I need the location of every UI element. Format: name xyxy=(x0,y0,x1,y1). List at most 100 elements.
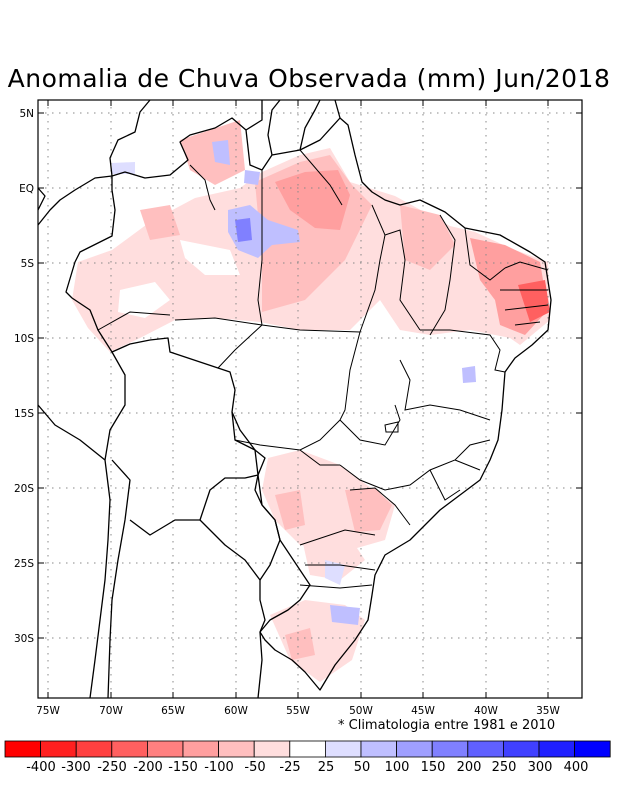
venezuela-colombia-border xyxy=(109,99,151,177)
uruguay-argentina-border xyxy=(257,631,263,699)
rainfall-anomaly-map: 5N EQ 5S 10S 15S 20S 25S 30S 75W 70W 65W… xyxy=(14,99,583,717)
lat-tick-label: 30S xyxy=(14,633,34,645)
legend-color-box xyxy=(538,740,575,758)
legend-label: -400 xyxy=(26,760,56,775)
amazonas-para-border xyxy=(257,170,263,326)
legend-label: -50 xyxy=(244,760,265,775)
legend-label: -300 xyxy=(61,760,91,775)
ecuador-coast xyxy=(37,187,46,211)
longitude-labels: 75W 70W 65W 60W 55W 50W 45W 40W 35W xyxy=(36,705,560,717)
legend-label: 200 xyxy=(457,760,482,775)
legend-color-box xyxy=(431,740,469,758)
rio-grande-strong xyxy=(285,628,315,660)
lat-tick-label: 5S xyxy=(21,258,35,270)
climatology-footnote: * Climatologia entre 1981 e 2010 xyxy=(338,718,556,733)
acre-border xyxy=(97,311,171,331)
para-east-border xyxy=(359,204,386,333)
lon-tick-label: 65W xyxy=(161,705,185,717)
guyana-borders xyxy=(245,99,321,156)
chile-coast xyxy=(89,459,111,699)
rio-grande-positive xyxy=(330,605,360,625)
rj-es-border xyxy=(429,459,481,501)
lat-tick-label: 15S xyxy=(14,408,34,420)
legend-label: 400 xyxy=(564,760,589,775)
peru-coast xyxy=(37,404,106,461)
bahia-border xyxy=(399,329,506,421)
roraima-positive xyxy=(212,140,230,165)
legend-color-box xyxy=(4,740,41,758)
legend-color-box xyxy=(324,740,362,758)
lon-tick-label: 50W xyxy=(349,705,373,717)
country-boundaries xyxy=(37,99,552,699)
peru-bolivia-border xyxy=(104,351,126,461)
legend-color-box xyxy=(182,740,219,758)
latitude-labels: 5N EQ 5S 10S 15S 20S 25S 30S xyxy=(14,108,34,645)
legend-color-box xyxy=(111,740,148,758)
paraguay-border xyxy=(257,474,281,581)
brazil-outline xyxy=(65,117,552,691)
legend-label: 50 xyxy=(354,760,371,775)
lat-lon-grid xyxy=(38,100,582,698)
legend-label: 100 xyxy=(385,760,410,775)
andes-border xyxy=(107,459,131,699)
map-title: Anomalia de Chuva Observada (mm) Jun/201… xyxy=(7,64,611,93)
legend-color-box xyxy=(218,740,255,758)
colombia-peru-border xyxy=(37,175,113,226)
south-anomaly xyxy=(300,530,365,580)
legend-labels: -400 -300 -250 -200 -150 -100 -50 -25 25… xyxy=(26,760,588,775)
central-white-area xyxy=(180,240,240,275)
lat-tick-label: 25S xyxy=(14,558,34,570)
lat-tick-label: 5N xyxy=(19,108,34,120)
legend-color-box xyxy=(360,740,397,758)
amazon-roraima-anomaly xyxy=(180,120,245,185)
amapa-positive xyxy=(244,170,260,185)
legend-color-box xyxy=(146,740,184,758)
amazon-west-anomaly xyxy=(140,205,180,240)
lon-tick-label: 45W xyxy=(411,705,435,717)
sao-paulo-anomaly xyxy=(345,488,392,532)
color-legend: -400 -300 -250 -200 -150 -100 -50 -25 25… xyxy=(4,740,611,775)
legend-color-box xyxy=(467,740,504,758)
lon-tick-label: 70W xyxy=(99,705,123,717)
roraima-border xyxy=(189,164,216,211)
legend-color-box xyxy=(396,740,433,758)
argentina-border xyxy=(199,519,266,633)
state-boundaries xyxy=(97,149,549,589)
map-frame xyxy=(37,99,583,699)
goias-df xyxy=(384,421,399,433)
amazon-positive-core xyxy=(235,218,252,242)
west-white-area xyxy=(118,282,170,318)
legend-label: 25 xyxy=(318,760,335,775)
para-anomaly-strong xyxy=(275,170,350,230)
tocantins-goias-border xyxy=(339,331,401,446)
legend-color-box xyxy=(40,740,77,758)
legend-label: -150 xyxy=(168,760,198,775)
legend-label: -200 xyxy=(133,760,163,775)
sp-border xyxy=(349,487,411,526)
northwest-positive xyxy=(112,162,135,174)
lat-tick-label: 10S xyxy=(14,333,34,345)
lon-tick-label: 55W xyxy=(286,705,310,717)
legend-label: 300 xyxy=(528,760,553,775)
lon-tick-label: 60W xyxy=(224,705,248,717)
lat-tick-label: EQ xyxy=(19,183,34,195)
legend-color-box xyxy=(253,740,291,758)
lon-tick-label: 75W xyxy=(36,705,60,717)
legend-color-box xyxy=(289,740,326,758)
pr-sc-border xyxy=(299,564,376,589)
maranhao-anomaly xyxy=(400,205,455,270)
south-positive xyxy=(325,560,345,585)
legend-label: -25 xyxy=(279,760,300,775)
lon-tick-label: 40W xyxy=(474,705,498,717)
axis-tick-marks xyxy=(38,100,582,698)
legend-color-box xyxy=(574,740,611,758)
lat-tick-label: 20S xyxy=(14,483,34,495)
ne-small-states xyxy=(500,261,549,326)
bolivia-paraguay-border xyxy=(129,411,259,536)
guiana-coast xyxy=(334,99,341,119)
lon-tick-label: 35W xyxy=(536,705,560,717)
maranhao-border xyxy=(384,229,421,331)
ceara-border xyxy=(464,227,506,281)
amazon-positive-blob xyxy=(228,205,300,258)
legend-color-boxes xyxy=(4,740,611,758)
